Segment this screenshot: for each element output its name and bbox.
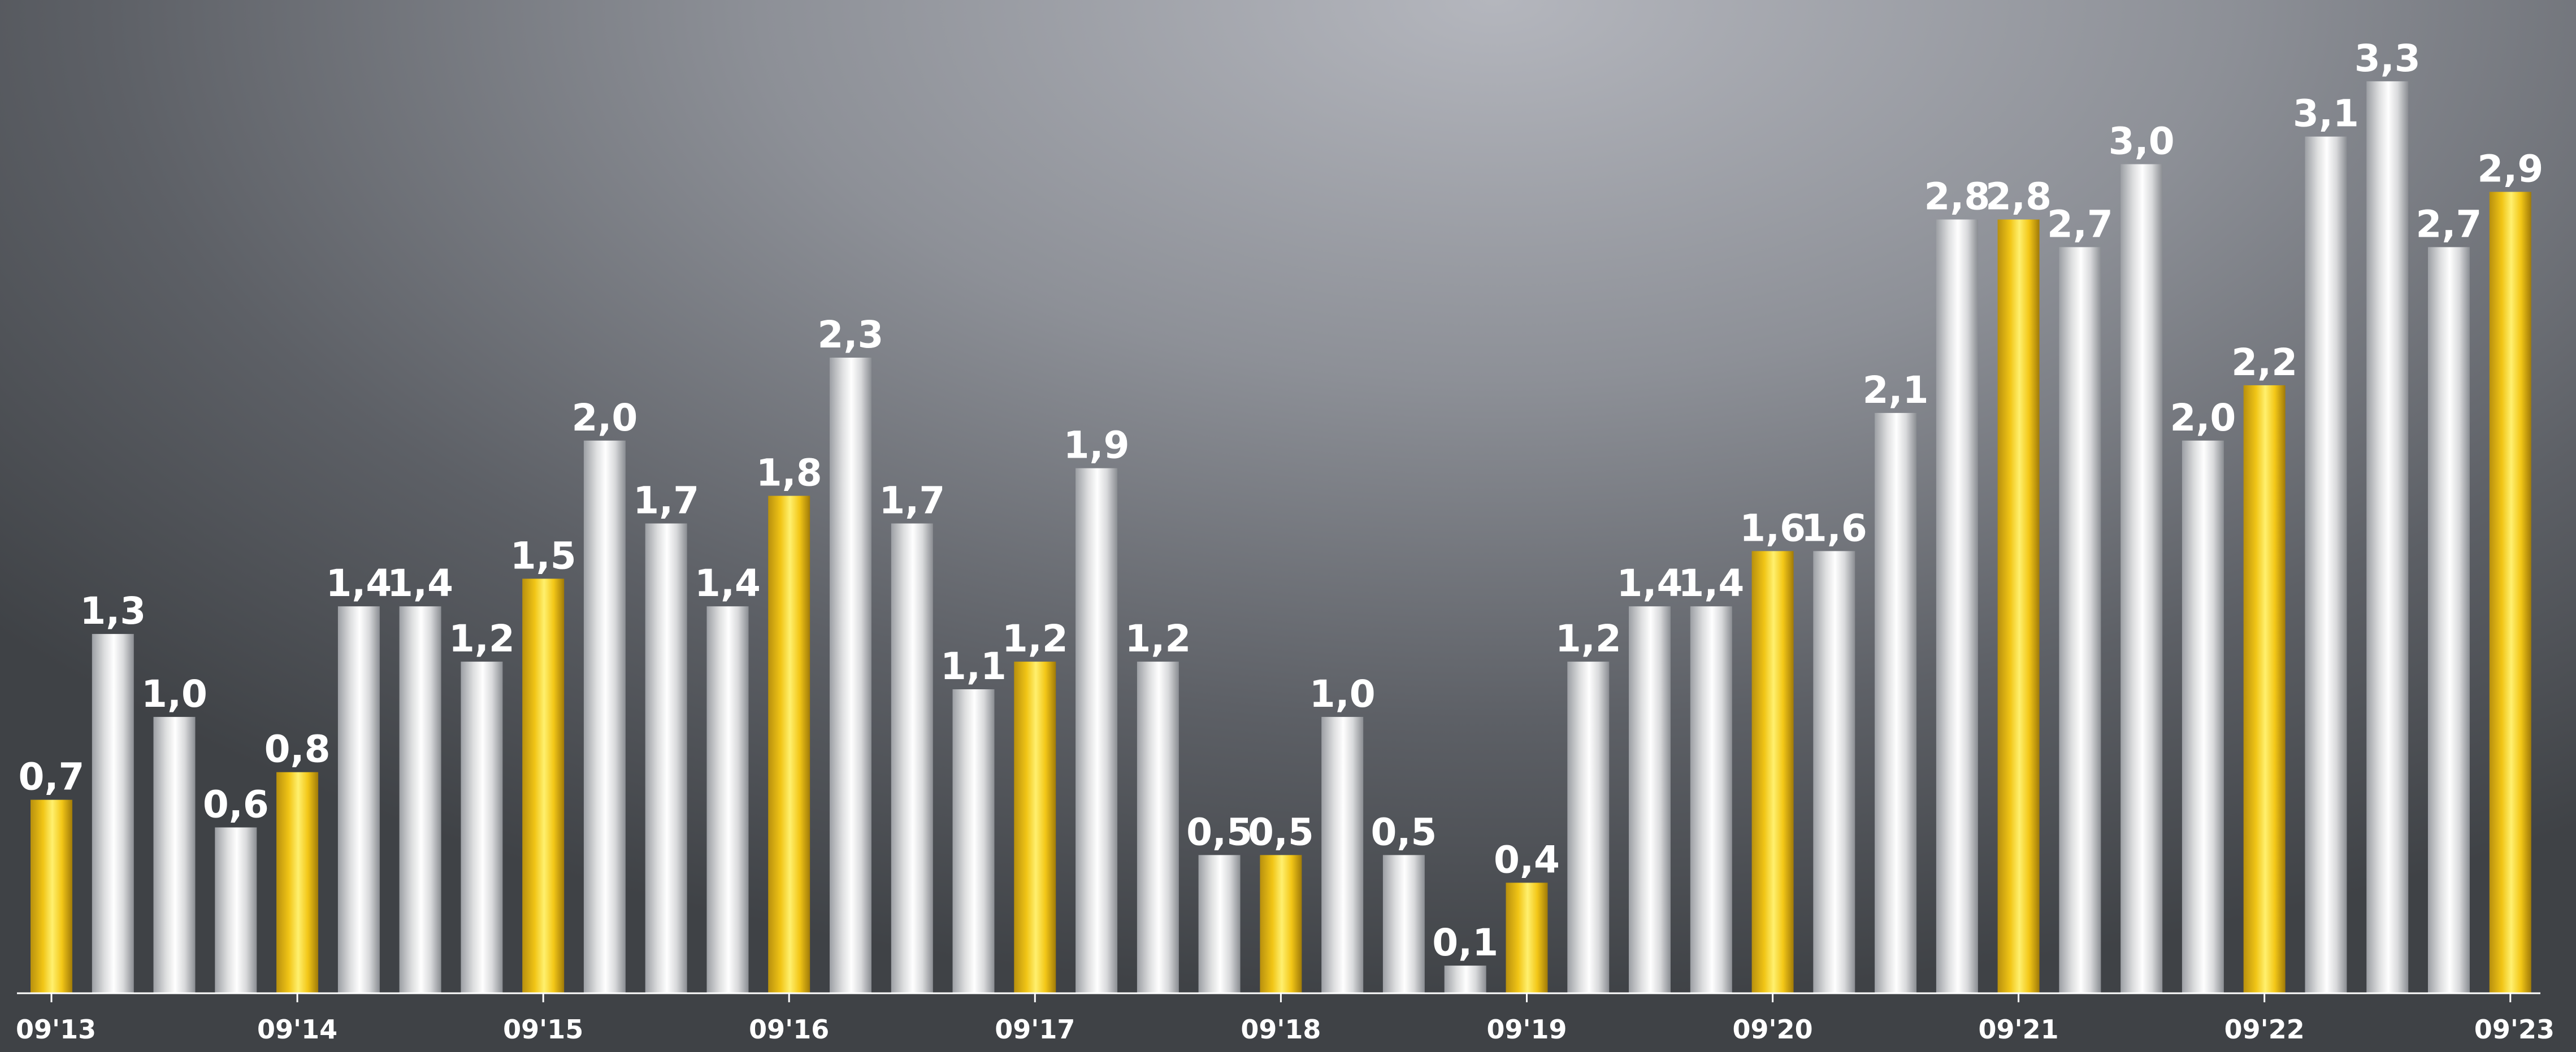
bar-38: [2366, 81, 2409, 993]
bar-2: [153, 716, 196, 993]
value-label-6: 1,4: [387, 562, 453, 605]
bar-31: [1936, 219, 1978, 993]
bar-3: [215, 827, 257, 993]
bars-group: [31, 81, 2531, 994]
x-tick-label-20: 09'18: [1241, 1014, 1321, 1045]
value-label-14: 1,7: [879, 479, 945, 523]
value-label-13: 2,3: [818, 313, 884, 357]
x-tick-label-0: 09'13: [16, 1014, 96, 1045]
bar-29: [1813, 551, 1855, 993]
bar-22: [1382, 855, 1425, 993]
bar-highlight-4: [276, 772, 319, 993]
value-label-12: 1,8: [756, 451, 822, 495]
bar-1: [92, 634, 134, 993]
bar-33: [2059, 247, 2101, 993]
bar-25: [1567, 662, 1610, 993]
x-tick-label-40: 09'23: [2474, 1014, 2555, 1045]
bar-highlight-24: [1506, 883, 1548, 993]
bar-10: [645, 523, 687, 993]
bar-highlight-8: [522, 579, 565, 993]
value-label-26: 1,4: [1617, 562, 1683, 605]
value-label-37: 3,1: [2293, 92, 2359, 136]
x-tick-label-16: 09'17: [995, 1014, 1075, 1045]
bar-highlight-40: [2489, 192, 2531, 994]
value-label-27: 1,4: [1678, 562, 1744, 605]
bar-highlight-16: [1014, 662, 1056, 993]
bar-9: [583, 440, 626, 993]
value-label-35: 2,0: [2170, 396, 2236, 440]
value-label-36: 2,2: [2231, 341, 2297, 384]
bar-5: [337, 606, 380, 993]
bar-35: [2182, 440, 2224, 993]
value-label-30: 2,1: [1863, 368, 1929, 412]
value-label-16: 1,2: [1002, 617, 1068, 660]
bar-7: [461, 662, 503, 993]
value-label-18: 1,2: [1125, 617, 1191, 660]
value-label-8: 1,5: [510, 534, 576, 577]
value-label-25: 1,2: [1555, 617, 1621, 660]
value-label-11: 1,4: [695, 562, 761, 605]
value-label-33: 2,7: [2047, 202, 2113, 246]
x-tick-label-36: 09'22: [2224, 1014, 2305, 1045]
x-tick-label-28: 09'20: [1733, 1014, 1813, 1045]
value-label-34: 3,0: [2109, 120, 2175, 163]
bar-11: [706, 606, 749, 993]
bar-highlight-0: [31, 799, 72, 993]
value-label-2: 1,0: [141, 672, 207, 716]
value-label-39: 2,7: [2416, 202, 2482, 246]
value-label-28: 1,6: [1740, 506, 1806, 550]
bar-highlight-36: [2243, 385, 2286, 993]
bar-19: [1198, 855, 1241, 993]
value-label-22: 0,5: [1371, 810, 1437, 854]
bar-13: [830, 358, 871, 993]
value-label-7: 1,2: [449, 617, 515, 660]
value-label-10: 1,7: [633, 479, 699, 523]
value-label-23: 0,1: [1432, 921, 1498, 964]
bar-30: [1875, 412, 1917, 993]
value-label-9: 2,0: [571, 396, 638, 440]
value-label-1: 1,3: [80, 589, 146, 633]
bar-23: [1444, 966, 1486, 993]
bar-15: [952, 689, 995, 993]
bar-37: [2305, 136, 2347, 994]
value-label-32: 2,8: [1985, 175, 2052, 219]
value-label-4: 0,8: [264, 728, 331, 771]
value-label-20: 0,5: [1248, 810, 1314, 854]
bar-highlight-12: [768, 495, 810, 993]
bar-27: [1690, 606, 1732, 993]
value-label-29: 1,6: [1801, 506, 1867, 550]
bar-highlight-28: [1751, 551, 1794, 993]
bar-34: [2120, 164, 2163, 994]
x-axis-ticks-group: 09'13 09'14 09'15 09'16 09'17 09'18 09'19 09'20…: [16, 993, 2555, 1045]
x-tick-label-24: 09'19: [1486, 1014, 1567, 1045]
x-tick-label-12: 09'16: [749, 1014, 829, 1045]
bar-14: [891, 523, 933, 993]
value-label-3: 0,6: [203, 783, 269, 827]
bar-18: [1137, 662, 1179, 993]
bar-highlight-32: [1997, 219, 2040, 993]
x-tick-label-32: 09'21: [1979, 1014, 2059, 1045]
value-label-15: 1,1: [940, 645, 1007, 688]
value-labels-group: 0,71,31,00,60,81,41,41,21,52,01,71,41,82…: [19, 37, 2544, 964]
value-label-31: 2,8: [1924, 175, 1990, 219]
bar-39: [2428, 247, 2470, 993]
bar-6: [399, 606, 441, 993]
value-label-24: 0,4: [1494, 838, 1560, 881]
value-label-5: 1,4: [326, 562, 392, 605]
bar-17: [1075, 468, 1118, 993]
value-label-0: 0,7: [19, 755, 85, 799]
bar-21: [1321, 716, 1364, 993]
value-label-19: 0,5: [1186, 810, 1252, 854]
bar-highlight-20: [1260, 855, 1302, 993]
value-label-21: 1,0: [1309, 672, 1376, 716]
bar-26: [1629, 606, 1671, 993]
x-tick-label-4: 09'14: [257, 1014, 337, 1045]
value-label-38: 3,3: [2354, 37, 2421, 80]
value-label-40: 2,9: [2477, 147, 2543, 191]
x-tick-label-8: 09'15: [503, 1014, 583, 1045]
value-label-17: 1,9: [1064, 424, 1130, 467]
